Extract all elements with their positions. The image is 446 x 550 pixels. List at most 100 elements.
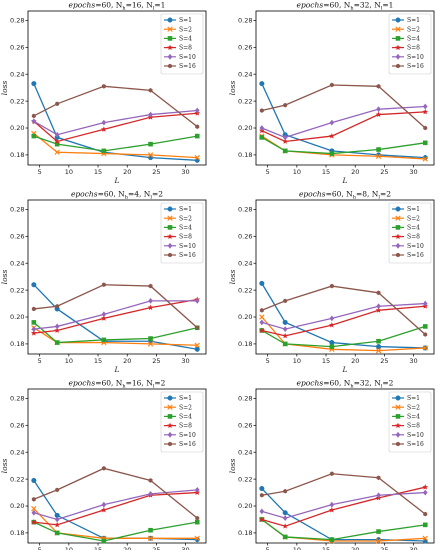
data-point (376, 106, 381, 113)
data-point (422, 108, 429, 115)
legend-swatch-marker (167, 431, 173, 438)
legend-label: S=8 (179, 234, 192, 241)
x-tick-label: 30 (181, 546, 189, 550)
data-point (282, 326, 288, 333)
data-point (376, 290, 381, 296)
data-point (259, 125, 265, 131)
data-point (422, 535, 428, 541)
legend-swatch-marker (167, 215, 173, 221)
y-tick-label: 0.28 (10, 395, 24, 403)
y-tick-label: 0.24 (238, 70, 252, 78)
data-point (30, 330, 37, 336)
y-tick-label: 0.20 (10, 124, 24, 132)
data-point (422, 300, 428, 307)
y-tick-label: 0.26 (10, 233, 24, 241)
data-point (375, 347, 382, 354)
data-point (195, 515, 200, 521)
data-point (376, 344, 382, 350)
legend-swatch-marker (167, 233, 173, 240)
legend-label: S=2 (407, 215, 420, 222)
legend-swatch-marker (168, 441, 172, 447)
data-point (376, 84, 381, 89)
data-point (101, 84, 106, 89)
legend-label: S=16 (179, 441, 196, 448)
y-tick-label: 0.20 (238, 124, 252, 132)
data-point (147, 152, 154, 158)
data-point (194, 107, 200, 114)
legend-label: S=8 (407, 45, 420, 52)
y-tick-label: 0.22 (238, 286, 252, 294)
data-point (55, 101, 60, 107)
data-point (422, 489, 428, 496)
data-point (31, 81, 37, 87)
legend-label: S=2 (407, 26, 420, 33)
x-tick-label: 25 (380, 168, 388, 176)
data-point (375, 153, 382, 159)
data-point (329, 82, 334, 88)
y-tick-label: 0.28 (238, 17, 252, 25)
data-point (422, 484, 429, 490)
data-point (31, 306, 36, 312)
legend-swatch-marker (167, 17, 173, 23)
data-point (259, 508, 265, 515)
data-point (148, 527, 153, 533)
y-tick-label: 0.18 (238, 151, 252, 159)
data-point (282, 515, 288, 522)
x-tick-label: 10 (293, 168, 301, 176)
y-tick-label: 0.24 (238, 448, 252, 456)
legend-label: S=10 (407, 432, 424, 439)
legend-label: S=1 (179, 17, 192, 24)
legend-label: S=8 (407, 423, 420, 430)
y-tick-label: 0.24 (238, 259, 252, 267)
chart-title: epochs=60, Nh=16, Nl=2 (69, 379, 166, 390)
y-tick-label: 0.28 (10, 17, 24, 25)
legend-label: S=4 (407, 414, 420, 421)
data-point (259, 485, 265, 492)
data-point (31, 496, 36, 502)
data-point (31, 320, 37, 325)
data-point (329, 340, 335, 346)
data-point (101, 501, 107, 508)
x-tick-label: 25 (152, 168, 160, 176)
data-point (423, 511, 428, 517)
y-tick-label: 0.28 (10, 206, 24, 214)
data-point (375, 111, 382, 117)
data-point (148, 141, 153, 147)
data-point (329, 344, 335, 349)
data-point (329, 471, 334, 477)
legend-swatch-marker (167, 26, 173, 32)
data-point (282, 148, 288, 154)
legend-swatch-marker (167, 404, 173, 410)
data-point (194, 342, 200, 348)
data-point (148, 111, 153, 118)
legend-swatch-marker (395, 26, 401, 32)
y-tick-label: 0.18 (238, 529, 252, 537)
data-point (31, 113, 36, 119)
data-point (329, 119, 335, 126)
legend-swatch-marker (395, 395, 401, 401)
data-point (54, 138, 61, 144)
legend-swatch-marker (167, 395, 173, 401)
data-point (194, 535, 200, 541)
y-tick-label: 0.18 (10, 151, 24, 159)
data-point (282, 510, 288, 516)
chart-title: epochs=60, Nh=8, Nl=2 (299, 190, 391, 201)
data-point (147, 535, 154, 541)
data-point (101, 337, 107, 343)
series-s-1 (259, 280, 428, 351)
data-point (329, 537, 335, 542)
data-point (148, 297, 153, 304)
data-point (422, 140, 428, 146)
y-tick-label: 0.18 (10, 529, 24, 537)
x-axis-label: L (114, 365, 120, 374)
data-point (101, 538, 107, 544)
x-tick-label: 5 (38, 546, 42, 550)
series-s-4 (31, 133, 200, 154)
legend-swatch-marker (395, 414, 401, 419)
legend-label: S=8 (407, 234, 420, 241)
data-point (259, 81, 265, 87)
x-axis-label: L (114, 176, 120, 185)
legend-swatch-marker (395, 215, 401, 221)
legend-swatch-marker (168, 252, 172, 258)
data-point (376, 147, 381, 152)
